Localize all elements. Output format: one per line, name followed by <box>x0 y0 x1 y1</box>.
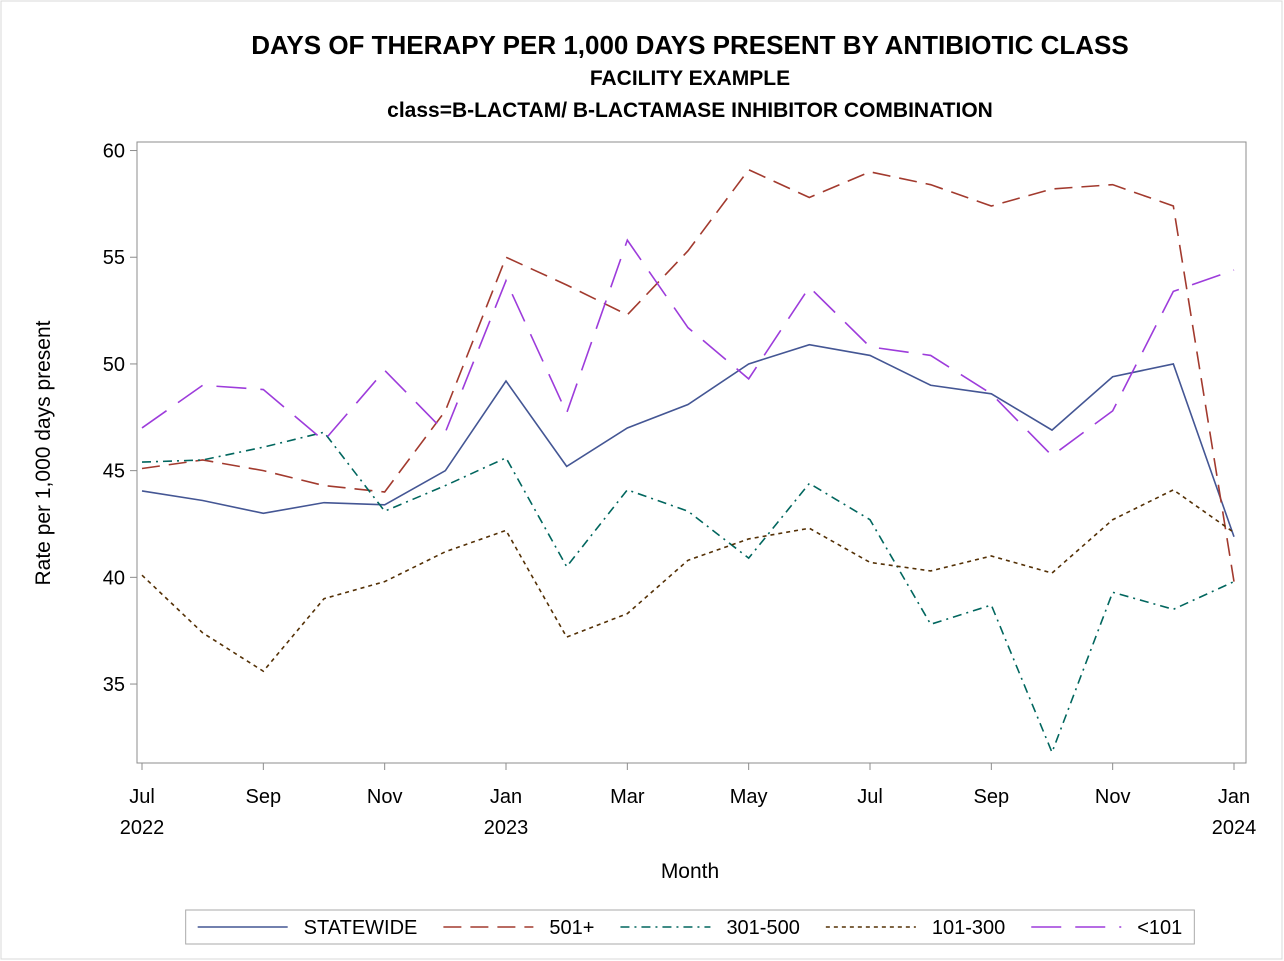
x-tick-label: Nov <box>367 786 403 808</box>
plot-area <box>136 141 1247 764</box>
x-tick-label: Sep <box>246 786 282 808</box>
x-tick-label: Mar <box>610 786 645 808</box>
x-tick-label: Nov <box>1095 786 1131 808</box>
x-tick-year: 2023 <box>484 817 529 839</box>
x-tick-label: Sep <box>974 786 1010 808</box>
series-line <box>141 343 1235 538</box>
x-tick-year: 2022 <box>120 817 165 839</box>
legend-label: 101-300 <box>932 917 1005 939</box>
series-line <box>141 238 1235 457</box>
y-tick-label: 45 <box>103 461 125 483</box>
legend-label: 501+ <box>549 917 594 939</box>
chart-title: DAYS OF THERAPY PER 1,000 DAYS PRESENT B… <box>251 30 1128 60</box>
chart-subtitle: FACILITY EXAMPLE <box>590 67 790 90</box>
x-axis-label: Month <box>661 860 719 883</box>
y-tick-label: 35 <box>103 674 125 696</box>
x-tick-label: Jul <box>129 786 155 808</box>
x-tick-label: May <box>730 786 768 808</box>
y-tick-label: 55 <box>103 247 125 269</box>
series-line <box>141 168 1235 582</box>
y-axis-label: Rate per 1,000 days present <box>32 320 55 585</box>
x-tick-label: Jul <box>857 786 883 808</box>
chart-subtitle: class=B-LACTAM/ B-LACTAMASE INHIBITOR CO… <box>387 99 993 122</box>
legend-label: 301-500 <box>726 917 799 939</box>
x-tick-label: Jan <box>1218 786 1250 808</box>
y-tick-label: 40 <box>103 567 125 589</box>
legend-label: STATEWIDE <box>304 917 418 939</box>
legend-label: <101 <box>1137 917 1182 939</box>
y-tick-label: 60 <box>103 141 125 163</box>
x-tick-year: 2024 <box>1212 817 1257 839</box>
series-line <box>141 488 1235 673</box>
y-tick-label: 50 <box>103 354 125 376</box>
x-tick-label: Jan <box>490 786 522 808</box>
